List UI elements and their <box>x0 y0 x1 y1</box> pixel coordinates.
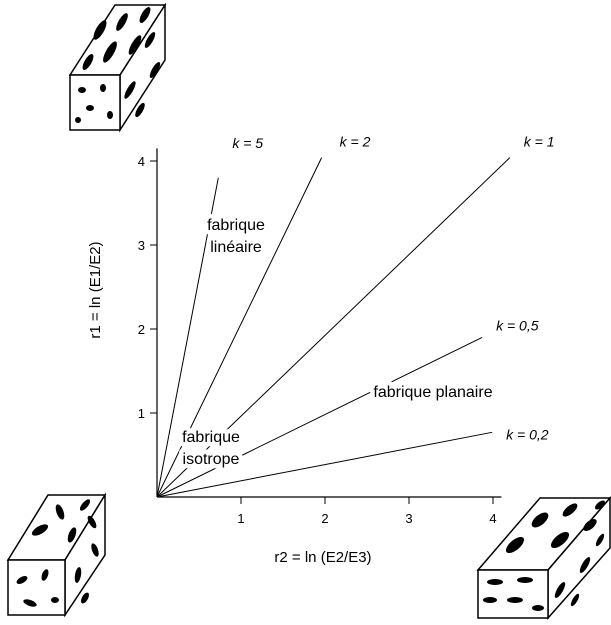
annotation: fabrique <box>182 429 240 446</box>
line-label: k = 5 <box>232 135 263 151</box>
k-line <box>156 157 511 498</box>
linear-fabric-block <box>68 2 167 133</box>
annotation: isotrope <box>183 451 240 468</box>
x-tick-label: 4 <box>489 511 496 526</box>
x-tick-label: 1 <box>237 511 244 526</box>
line-label: k = 1 <box>524 134 555 150</box>
k-line <box>156 431 493 498</box>
line-label: k = 0,2 <box>506 426 549 442</box>
planar-fabric-block <box>476 495 611 620</box>
k-line <box>156 157 323 498</box>
k-line <box>156 177 219 498</box>
y-tick-label: 2 <box>138 322 145 337</box>
y-tick-label: 4 <box>138 154 145 169</box>
x-axis-label: r2 = ln (E2/E3) <box>274 549 371 566</box>
isotropic-fabric-block <box>6 492 107 618</box>
line-label: k = 0,5 <box>496 317 539 333</box>
y-tick-label: 1 <box>138 406 145 421</box>
y-axis-label: r1 = ln (E1/E2) <box>87 241 104 338</box>
line-label: k = 2 <box>340 134 371 150</box>
annotation: fabrique planaire <box>373 384 492 401</box>
y-tick-label: 3 <box>138 238 145 253</box>
x-tick-label: 2 <box>321 511 328 526</box>
k-line <box>156 336 483 498</box>
annotation: linéaire <box>210 239 262 256</box>
annotation: fabrique <box>207 217 265 234</box>
x-tick-label: 3 <box>405 511 412 526</box>
